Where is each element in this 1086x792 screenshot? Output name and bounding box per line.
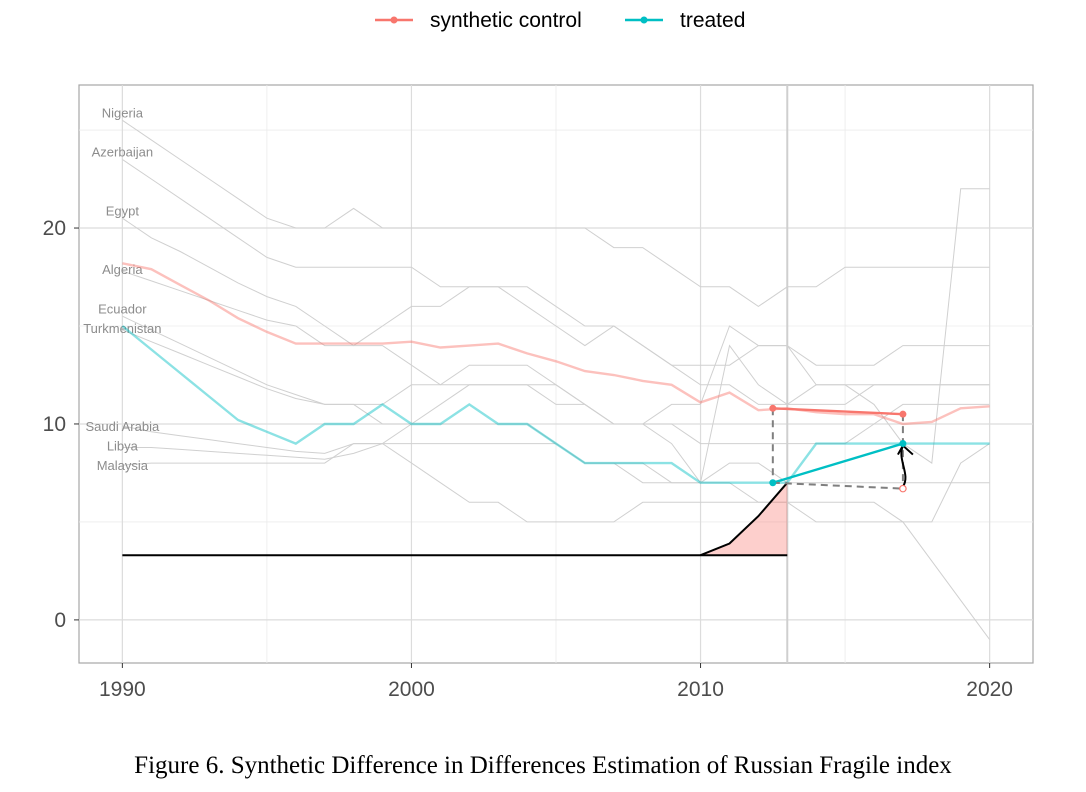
control-label-ecuador: Ecuador	[98, 301, 147, 316]
legend-key-synthetic-control-marker	[390, 16, 398, 24]
series-lines	[121, 262, 990, 484]
x-tick-label: 1990	[99, 678, 146, 701]
control-line-malaysia	[122, 443, 991, 640]
control-line-egypt	[122, 217, 990, 405]
control-unit-labels: Nigeria Azerbaijan Egypt Algeria Ecuador Turk…	[83, 105, 161, 473]
control-label-saudi-arabia: Saudi Arabia	[85, 419, 159, 434]
figure-caption: Figure 6. Synthetic Difference in Differ…	[134, 752, 952, 779]
sdid-treated-segment	[772, 442, 904, 484]
control-label-algeria: Algeria	[102, 262, 143, 277]
series-line-treated	[121, 325, 990, 484]
control-label-nigeria: Nigeria	[102, 105, 144, 120]
control-label-egypt: Egypt	[106, 203, 140, 218]
sdid-pre-synthetic-point	[769, 404, 777, 412]
y-tick-label: 20	[43, 217, 66, 240]
sdid-post-treated-point	[899, 440, 907, 448]
control-label-turkmenistan: Turkmenistan	[83, 321, 161, 336]
control-label-libya: Libya	[107, 439, 139, 454]
time-weights	[122, 482, 789, 557]
time-weights-area	[700, 482, 788, 556]
control-label-azerbaijan: Azerbaijan	[92, 145, 153, 160]
legend-key-treated-marker	[640, 16, 648, 24]
sdid-pre-treated-point	[769, 479, 777, 487]
grid	[79, 85, 1033, 663]
control-line-nigeria	[122, 119, 990, 308]
x-tick-label: 2000	[388, 678, 435, 701]
legend-label-synthetic-control: synthetic control	[430, 9, 582, 32]
legend-label-treated: treated	[680, 9, 745, 32]
chart: synthetic control treated Nigeria Azerbai…	[43, 9, 1034, 701]
y-tick-label: 0	[54, 609, 66, 632]
x-axis-ticks: 1990 2000 2010 2020	[99, 663, 1013, 701]
time-weights-curve	[700, 482, 789, 557]
sdid-counterfactual-path	[772, 481, 903, 490]
x-tick-label: 2020	[966, 678, 1013, 701]
y-tick-label: 10	[43, 413, 66, 436]
control-units	[122, 119, 991, 640]
legend: synthetic control treated	[375, 9, 745, 32]
control-label-malaysia: Malaysia	[97, 458, 149, 473]
sdid-synthetic-segment	[772, 407, 903, 416]
x-tick-label: 2010	[677, 678, 724, 701]
control-line-algeria	[122, 270, 990, 445]
sdid-counterfactual-point	[899, 484, 907, 493]
control-line-libya	[122, 188, 990, 484]
y-axis-ticks: 0 10 20	[43, 217, 79, 632]
sdid-post-synthetic-point	[899, 410, 907, 418]
sdid-annotations	[769, 404, 914, 493]
series-line-synthetic-control	[122, 262, 990, 426]
control-line-saudi-arabia	[122, 425, 990, 523]
